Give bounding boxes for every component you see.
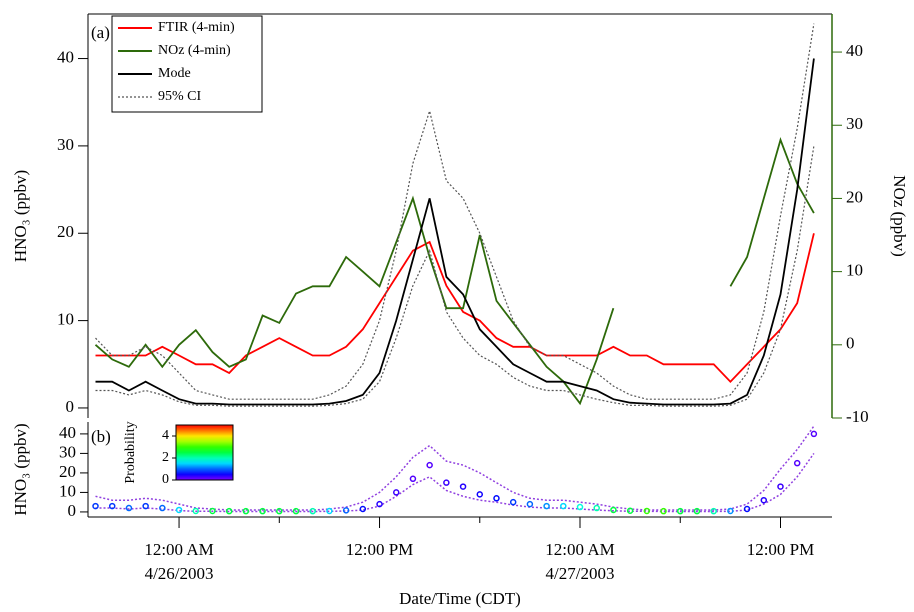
probability-point [793,459,801,467]
probability-point [526,500,534,508]
colorbar-tick-label: 0 [162,472,169,487]
probability-point [209,507,216,515]
probability-point [743,505,751,513]
probability-point [142,502,149,510]
probability-point [610,506,617,514]
probability-point [108,502,116,510]
y-tick-label: 10 [59,481,76,500]
probability-point [92,502,99,510]
y-tick-label: 30 [57,135,74,154]
series-line [95,58,815,406]
x-tick-label: 12:00 PM [747,540,815,559]
probability-point [426,461,433,469]
legend-box [111,15,263,113]
probability-point [225,507,233,515]
series-line [95,145,815,407]
probability-point [376,500,383,508]
panel-label: (a) [91,23,110,42]
probability-point [476,491,484,498]
colorbar [175,424,234,481]
y-tick-label: 20 [57,222,74,241]
probability-point [777,483,784,490]
y-tick-label: 30 [59,442,76,461]
y2-tick-label: 40 [846,41,863,60]
probability-point [593,504,600,512]
ci-line [95,452,815,513]
probability-point [192,507,200,515]
probability-point [392,489,400,496]
probability-point [259,507,266,515]
legend-label: NOz (4-min) [158,43,231,58]
y2-tick-label: 20 [846,187,863,206]
probability-point [660,507,667,515]
y-tick-label: 40 [57,47,74,66]
series-line [95,23,815,400]
x-tick-label: 12:00 AM [545,540,614,559]
probability-point [643,507,651,515]
y-tick-label: 0 [66,397,75,416]
y-tick-label: 20 [59,462,76,481]
y-axis-label: HNO₃ (ppbv) [11,170,30,262]
probability-point [342,507,350,514]
probability-point [560,502,567,510]
probability-point [543,502,550,510]
probability-point [459,483,467,490]
probability-point [292,507,300,515]
colorbar-tick-label: 4 [162,428,169,443]
probability-point [727,507,734,515]
probability-point [359,505,367,513]
probability-point [443,479,450,486]
x-tick-label: 12:00 AM [144,540,213,559]
y2-tick-label: -10 [846,407,869,426]
legend-label: FTIR (4-min) [158,20,235,35]
probability-point [576,503,584,511]
probability-point [125,504,133,512]
y-axis-label: HNO₃ (ppbv) [11,423,30,515]
probability-point [509,498,517,506]
y-tick-label: 10 [57,310,74,329]
probability-point [159,504,166,512]
y2-axis-label: NOz (ppbv) [890,175,909,257]
probability-point [810,430,818,438]
probability-point [710,507,717,515]
y2-tick-label: 10 [846,261,863,280]
x-tick-label: 4/26/2003 [145,564,214,583]
probability-point [693,507,701,515]
panel-label: (b) [91,427,111,446]
legend-label: 95% CI [158,89,202,104]
probability-point [676,507,684,515]
y2-tick-label: 0 [846,334,855,353]
x-axis-label: Date/Time (CDT) [399,589,521,608]
x-tick-label: 12:00 PM [346,540,414,559]
probability-point [493,495,500,502]
colorbar-label: Probability [123,421,138,483]
probability-point [760,496,768,504]
probability-point [626,507,634,515]
probability-point [309,507,316,515]
probability-point [409,475,417,483]
probability-point [242,507,250,515]
series-line [95,233,815,383]
x-tick-label: 4/27/2003 [546,564,615,583]
y-tick-label: 0 [68,501,77,520]
colorbar-tick-label: 2 [162,450,169,465]
y2-tick-label: 30 [846,114,863,133]
probability-point [175,506,183,514]
probability-point [326,507,333,515]
series-line [94,137,815,406]
y-tick-label: 40 [59,423,76,442]
legend-label: Mode [158,66,191,81]
probability-point [276,507,283,515]
